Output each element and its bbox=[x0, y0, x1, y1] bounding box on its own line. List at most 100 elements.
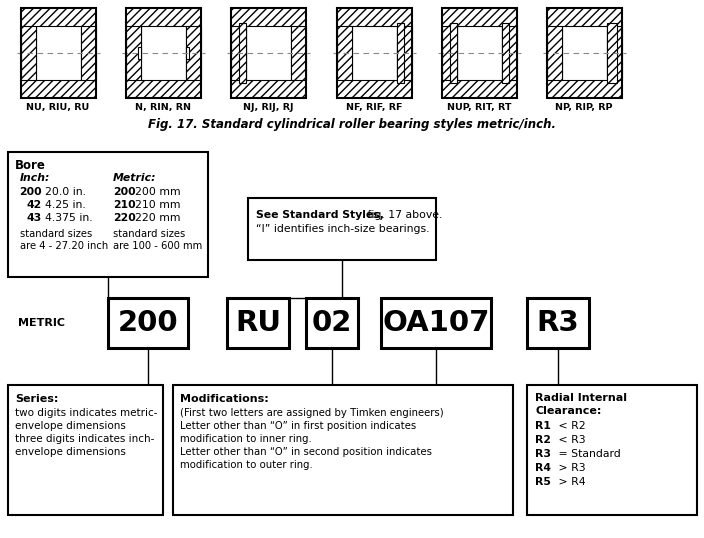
Bar bbox=[20, 8, 96, 98]
Text: R3: R3 bbox=[535, 449, 551, 459]
Bar bbox=[562, 26, 607, 80]
Bar bbox=[35, 26, 80, 80]
Bar bbox=[185, 47, 189, 59]
Bar bbox=[306, 298, 358, 348]
Text: Inch:: Inch: bbox=[20, 173, 51, 183]
Bar bbox=[137, 47, 141, 59]
Text: < R3: < R3 bbox=[555, 435, 586, 445]
Bar bbox=[546, 8, 622, 98]
Bar bbox=[291, 26, 306, 80]
Text: 200: 200 bbox=[118, 309, 178, 337]
Text: 220: 220 bbox=[113, 213, 136, 223]
Text: = Standard: = Standard bbox=[555, 449, 621, 459]
Text: 4.375 in.: 4.375 in. bbox=[45, 213, 93, 223]
Text: 200: 200 bbox=[20, 187, 42, 197]
Bar bbox=[8, 385, 163, 515]
Bar bbox=[20, 26, 35, 80]
Text: Letter other than “O” in second position indicates: Letter other than “O” in second position… bbox=[180, 447, 432, 457]
Bar bbox=[396, 26, 412, 80]
Bar bbox=[337, 8, 412, 98]
Bar bbox=[546, 8, 622, 98]
Bar bbox=[527, 385, 697, 515]
Bar bbox=[449, 23, 456, 83]
Bar bbox=[396, 23, 403, 83]
Bar bbox=[337, 8, 412, 98]
Bar bbox=[239, 23, 246, 83]
Bar bbox=[230, 8, 306, 98]
Bar bbox=[230, 26, 246, 80]
Bar bbox=[501, 26, 517, 80]
Bar bbox=[562, 26, 607, 80]
Bar bbox=[607, 26, 622, 80]
Text: METRIC: METRIC bbox=[18, 318, 65, 328]
Bar bbox=[456, 26, 501, 80]
Bar bbox=[125, 8, 201, 98]
Text: 20.0 in.: 20.0 in. bbox=[45, 187, 86, 197]
Text: envelope dimensions: envelope dimensions bbox=[15, 421, 126, 431]
Text: 200 mm: 200 mm bbox=[135, 187, 181, 197]
Bar bbox=[230, 8, 306, 98]
Text: R3: R3 bbox=[536, 309, 579, 337]
Text: > R4: > R4 bbox=[555, 477, 586, 487]
Bar bbox=[441, 8, 517, 98]
Bar bbox=[8, 152, 208, 277]
Bar bbox=[441, 26, 456, 80]
Text: > R3: > R3 bbox=[555, 463, 586, 473]
Text: 02: 02 bbox=[312, 309, 352, 337]
Text: fig. 17 above.: fig. 17 above. bbox=[364, 210, 442, 220]
Bar bbox=[227, 298, 289, 348]
Bar bbox=[141, 26, 185, 80]
Bar bbox=[125, 26, 141, 80]
Text: R1: R1 bbox=[535, 421, 551, 431]
Bar bbox=[337, 8, 412, 98]
Bar bbox=[125, 8, 201, 98]
Text: modification to outer ring.: modification to outer ring. bbox=[180, 460, 313, 470]
Text: R4: R4 bbox=[535, 463, 551, 473]
Text: Letter other than “O” in first position indicates: Letter other than “O” in first position … bbox=[180, 421, 416, 431]
Text: R2: R2 bbox=[535, 435, 551, 445]
Bar bbox=[396, 23, 403, 83]
Bar bbox=[607, 23, 617, 83]
Text: NU, RIU, RU: NU, RIU, RU bbox=[26, 103, 89, 112]
Text: NJ, RIJ, RJ: NJ, RIJ, RJ bbox=[243, 103, 294, 112]
Bar bbox=[546, 8, 622, 98]
Text: 200: 200 bbox=[113, 187, 136, 197]
Bar bbox=[351, 26, 396, 80]
Bar bbox=[35, 26, 80, 80]
Bar bbox=[351, 26, 396, 80]
Bar bbox=[337, 26, 351, 80]
Bar bbox=[441, 8, 517, 98]
Bar bbox=[230, 26, 246, 80]
Bar bbox=[501, 23, 508, 83]
Bar bbox=[546, 26, 562, 80]
Bar bbox=[125, 26, 141, 80]
Text: 4.25 in.: 4.25 in. bbox=[45, 200, 86, 210]
Bar bbox=[337, 26, 351, 80]
Text: R5: R5 bbox=[535, 477, 551, 487]
Text: N, RIN, RN: N, RIN, RN bbox=[135, 103, 191, 112]
Bar bbox=[239, 23, 246, 83]
Bar bbox=[449, 23, 456, 83]
Text: 220 mm: 220 mm bbox=[135, 213, 180, 223]
Bar bbox=[20, 8, 96, 98]
Bar bbox=[527, 298, 589, 348]
Text: Radial Internal: Radial Internal bbox=[535, 393, 627, 403]
Text: Modifications:: Modifications: bbox=[180, 394, 269, 404]
Text: “I” identifies inch-size bearings.: “I” identifies inch-size bearings. bbox=[256, 224, 429, 234]
Bar bbox=[80, 26, 96, 80]
Bar bbox=[607, 23, 617, 83]
Text: three digits indicates inch-: three digits indicates inch- bbox=[15, 434, 154, 444]
Text: envelope dimensions: envelope dimensions bbox=[15, 447, 126, 457]
Bar bbox=[396, 26, 412, 80]
Bar bbox=[239, 23, 246, 83]
Bar bbox=[185, 26, 201, 80]
Bar bbox=[80, 26, 96, 80]
Bar bbox=[381, 298, 491, 348]
Bar bbox=[456, 26, 501, 80]
Bar bbox=[441, 26, 456, 80]
Text: 210 mm: 210 mm bbox=[135, 200, 180, 210]
Bar bbox=[248, 198, 436, 260]
Bar bbox=[291, 26, 306, 80]
Text: Bore: Bore bbox=[15, 159, 46, 172]
Text: NF, RIF, RF: NF, RIF, RF bbox=[346, 103, 402, 112]
